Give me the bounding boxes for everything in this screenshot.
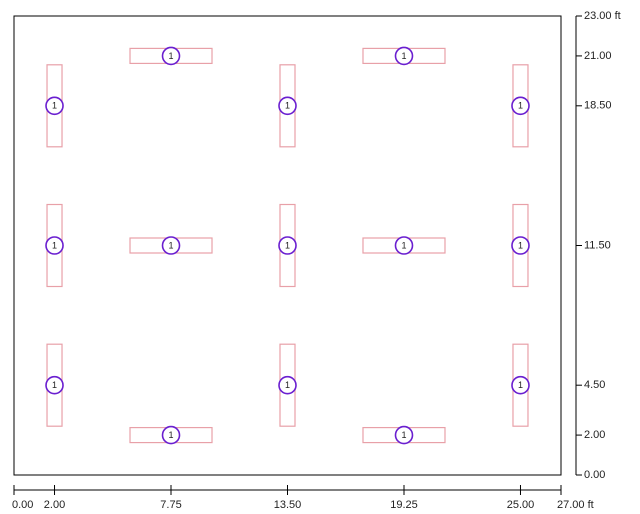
- x-tick-label: 7.75: [160, 499, 181, 511]
- fixture-label: 1: [285, 101, 290, 111]
- y-tick-label: 18.50: [584, 100, 612, 112]
- fixture-marker: [45, 375, 64, 395]
- fixture-label: 1: [285, 240, 290, 250]
- x-tick-label: 27.00 ft: [557, 499, 594, 511]
- fixture-marker: [161, 46, 181, 66]
- fixture-label: 1: [169, 240, 174, 250]
- fixture-marker: [161, 425, 181, 445]
- x-tick-label: 19.25: [390, 499, 418, 511]
- x-tick-label: 0.00: [12, 499, 33, 511]
- fixture-label: 1: [52, 240, 57, 250]
- fixture-label: 1: [518, 380, 523, 390]
- fixture-label: 1: [401, 240, 406, 250]
- fixture-marker: [161, 236, 181, 255]
- fixture-label: 1: [285, 380, 290, 390]
- x-tick-label: 25.00: [507, 499, 535, 511]
- fixture-marker: [45, 236, 64, 255]
- fixture-marker: [511, 236, 530, 255]
- x-tick-label: 2.00: [44, 499, 65, 511]
- x-tick-label: 13.50: [274, 499, 302, 511]
- fixture-marker: [278, 236, 297, 255]
- fixture-label: 1: [518, 240, 523, 250]
- fixture-marker: [511, 375, 530, 395]
- y-tick-label: 2.00: [584, 429, 605, 441]
- fixture-label: 1: [518, 101, 523, 111]
- fixture-marker: [511, 96, 530, 116]
- y-tick-label: 11.50: [584, 239, 611, 251]
- y-tick-label: 4.50: [584, 379, 605, 391]
- fixture-label: 1: [52, 101, 57, 111]
- fixture-marker: [278, 96, 297, 116]
- fixture-marker: [394, 425, 414, 445]
- fixture-marker: [394, 236, 414, 255]
- room-outline: [13, 15, 562, 476]
- y-tick-label: 0.00: [584, 469, 605, 481]
- fixture-label: 1: [169, 51, 174, 61]
- fixture-marker: [45, 96, 64, 116]
- fixture-label: 1: [401, 430, 406, 440]
- fixture-label: 1: [52, 380, 57, 390]
- fixture-label: 1: [401, 51, 406, 61]
- fixture-marker: [278, 375, 297, 395]
- fixture-marker: [394, 46, 414, 66]
- fixture-label: 1: [169, 430, 174, 440]
- y-tick-label: 21.00: [584, 50, 612, 62]
- y-tick-label: 23.00 ft: [584, 10, 621, 22]
